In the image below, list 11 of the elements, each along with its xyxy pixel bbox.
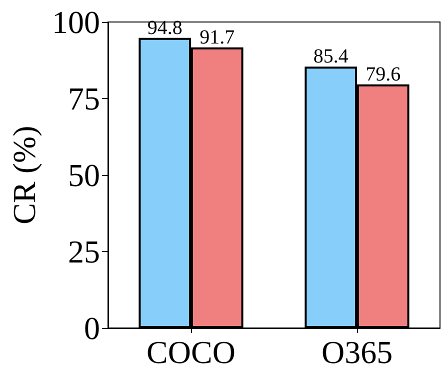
y-axis-title: CR (%)	[6, 126, 42, 224]
data-label: 91.7	[200, 26, 235, 48]
y-tick-label: 25	[68, 234, 100, 270]
x-tick-label: COCO	[146, 334, 236, 370]
data-label: 85.4	[313, 46, 348, 68]
y-tick-label: 100	[52, 4, 100, 40]
y-tick-label: 50	[68, 157, 100, 193]
x-tick-label: O365	[321, 334, 393, 370]
y-tick-label: 0	[84, 310, 100, 346]
y-tick-label: 75	[68, 80, 100, 116]
data-label: 79.6	[366, 63, 401, 86]
